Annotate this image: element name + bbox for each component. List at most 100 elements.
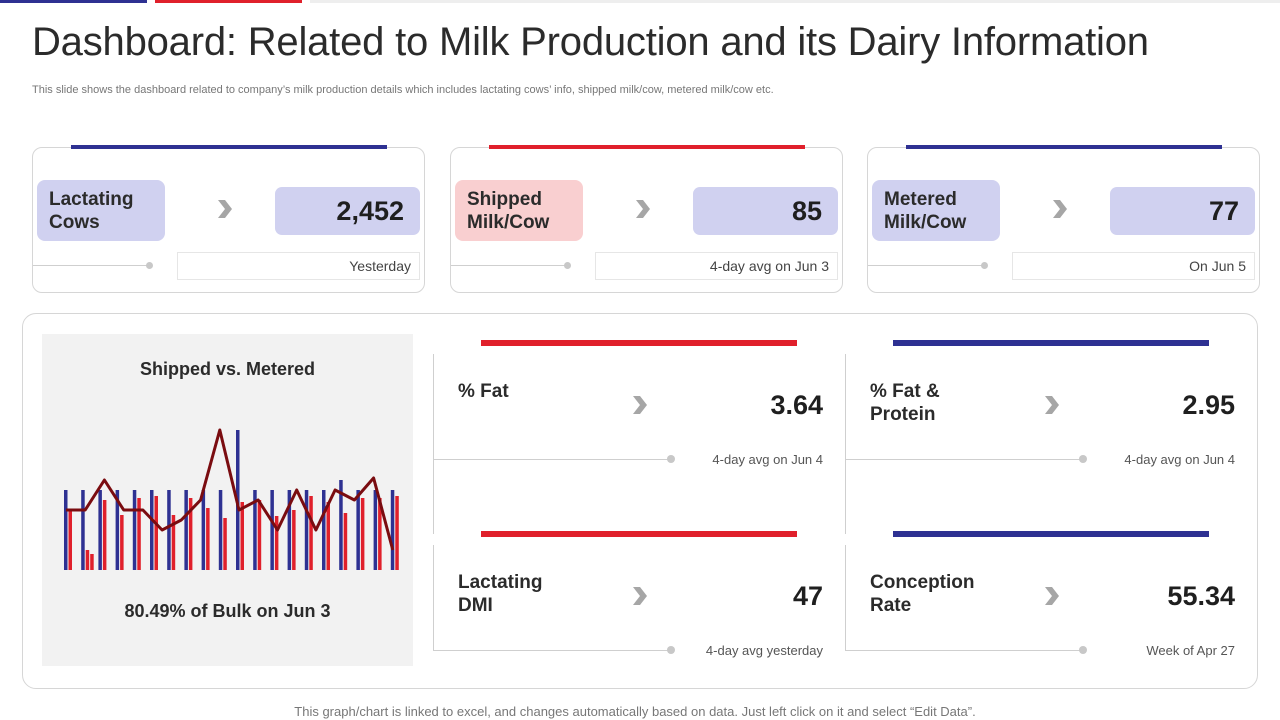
chart-bar-series3: [90, 554, 94, 570]
chart-bar-series2: [223, 518, 227, 570]
chart-caption: 80.49% of Bulk on Jun 3: [124, 601, 331, 621]
chart-bar-series2: [309, 496, 313, 570]
kpi-value: 85: [693, 187, 838, 235]
metric-accent-bar: [893, 340, 1209, 346]
metric-slider-track: [433, 650, 671, 651]
kpi-label: Lactating Cows: [37, 180, 165, 241]
metric-fat-protein[interactable]: % Fat & Protein 2.95 4-day avg on Jun 4: [845, 340, 1235, 534]
metric-slider-track: [845, 650, 1083, 651]
kpi-card-lactating-cows[interactable]: Lactating Cows 2,452 Yesterday: [32, 145, 425, 293]
metrics-panel: [22, 313, 1258, 689]
metric-note: Week of Apr 27: [1146, 643, 1235, 658]
metric-slider-track: [433, 459, 671, 460]
chart-bar-series2: [378, 498, 382, 570]
kpi-slider-track: [33, 265, 149, 266]
metric-label: % Fat & Protein: [870, 381, 940, 425]
chart-bar-series2: [240, 502, 244, 570]
chart-bar-series2: [188, 498, 193, 570]
metric-accent-bar: [893, 531, 1209, 537]
chart-bar-series1: [167, 490, 171, 570]
chart-bar-series1: [201, 490, 206, 570]
chart-bar-series2: [206, 508, 210, 570]
chevron-right-icon: [1053, 200, 1067, 218]
chart-line-series: [66, 428, 395, 551]
kpi-value: 2,452: [275, 187, 420, 235]
chart-bar-series2: [171, 515, 176, 570]
chart-bar-series1: [390, 490, 395, 570]
metric-lactating-dmi[interactable]: Lactating DMI 47 4-day avg yesterday: [433, 531, 823, 665]
chart-bar-series1: [81, 490, 85, 570]
chart-bar-series1: [150, 490, 154, 570]
metric-divider: [433, 354, 434, 534]
kpi-slider-track: [451, 265, 567, 266]
chart-bar-series1: [218, 490, 223, 570]
chart-bar-series2: [360, 498, 365, 570]
chart-bar-series2: [292, 510, 296, 570]
metric-note: 4-day avg yesterday: [705, 643, 823, 658]
metric-slider-handle: [1079, 646, 1087, 654]
metric-divider: [433, 545, 434, 650]
kpi-accent-bar: [489, 145, 805, 149]
chart-bar-series1: [184, 490, 188, 570]
chart-bar-series2: [395, 496, 399, 570]
chevron-right-icon: [633, 396, 647, 414]
kpi-label: Shipped Milk/Cow: [455, 180, 583, 241]
chevron-right-icon: [1045, 587, 1059, 605]
metric-note: 4-day avg on Jun 4: [712, 452, 823, 467]
chart-bar-series1: [339, 480, 343, 570]
kpi-note: Yesterday: [177, 252, 420, 280]
chart-bar-series1: [132, 490, 137, 570]
chart-bar-series2: [274, 516, 279, 570]
chart-bar-series2: [326, 502, 330, 570]
kpi-value: 77: [1110, 187, 1255, 235]
chart-bar-series2: [343, 513, 348, 570]
kpi-card-shipped-milk[interactable]: Shipped Milk/Cow 85 4-day avg on Jun 3: [450, 145, 843, 293]
chart-bar-series1: [373, 490, 378, 570]
chart-bar-series2: [154, 496, 158, 570]
metric-label: Conception Rate: [870, 572, 975, 616]
top-accent-navy: [0, 0, 147, 3]
kpi-slider-handle: [981, 262, 988, 269]
chevron-right-icon: [218, 200, 232, 218]
chart-bar-series1: [253, 490, 257, 570]
metric-value: 2.95: [1182, 390, 1235, 420]
kpi-slider-handle: [146, 262, 153, 269]
chevron-right-icon: [1045, 396, 1059, 414]
metric-accent-bar: [481, 531, 797, 537]
chart-bar-series1: [356, 490, 360, 570]
page-title: Dashboard: Related to Milk Production an…: [32, 20, 1149, 64]
kpi-note: 4-day avg on Jun 3: [595, 252, 838, 280]
chart-bar-series2: [102, 500, 107, 570]
chart-bar-series1: [98, 490, 102, 570]
metric-slider-handle: [667, 646, 675, 654]
top-accent-red: [155, 0, 302, 3]
kpi-note: On Jun 5: [1012, 252, 1255, 280]
kpi-card-metered-milk[interactable]: Metered Milk/Cow 77 On Jun 5: [867, 145, 1260, 293]
kpi-slider-track: [868, 265, 984, 266]
chart-bar-series1: [64, 490, 68, 570]
chart-bar-series2: [68, 510, 72, 570]
chart-plot: [64, 428, 399, 570]
footer-note: This graph/chart is linked to excel, and…: [294, 704, 976, 719]
chart-title: Shipped vs. Metered: [139, 359, 316, 379]
metric-slider-track: [845, 459, 1083, 460]
metric-label: % Fat: [458, 381, 509, 402]
metric-value: 3.64: [770, 390, 823, 420]
metric-conception-rate[interactable]: Conception Rate 55.34 Week of Apr 27: [845, 531, 1235, 665]
kpi-slider-handle: [564, 262, 571, 269]
kpi-label: Metered Milk/Cow: [872, 180, 1000, 241]
chart-bar-series2: [120, 515, 124, 570]
page-subtitle: This slide shows the dashboard related t…: [32, 84, 774, 96]
metric-slider-handle: [1079, 455, 1087, 463]
metric-accent-bar: [481, 340, 797, 346]
metric-value: 55.34: [1167, 581, 1235, 611]
metric-label: Lactating DMI: [458, 572, 543, 616]
metric-divider: [845, 354, 846, 534]
chart-bar-series1: [287, 490, 292, 570]
top-accent-grey: [310, 0, 1280, 3]
shipped-vs-metered-chart[interactable]: Shipped vs. Metered 80.49% of Bulk on Ju…: [42, 334, 413, 666]
metric-slider-handle: [667, 455, 675, 463]
kpi-accent-bar: [71, 145, 387, 149]
metric-fat[interactable]: % Fat 3.64 4-day avg on Jun 4: [433, 340, 823, 534]
chart-bar-series2: [257, 500, 262, 570]
